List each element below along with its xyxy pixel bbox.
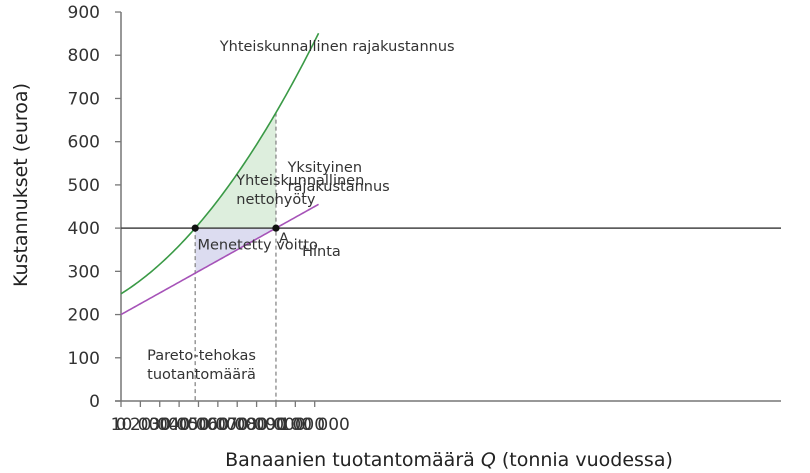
annotation-line: A (279, 231, 289, 247)
annotation-line: Menetetty voitto (198, 238, 319, 254)
annotations: Yhteiskunnallinen rajakustannusYksityine… (147, 39, 454, 383)
annotation: Menetetty voitto (198, 238, 319, 254)
x-tick-label: 80 000 (246, 415, 305, 435)
intersection-points (191, 224, 280, 232)
annotation-line: rajakustannus (288, 179, 390, 195)
y-tick-label: 600 (68, 133, 100, 153)
y-tick-label: 0 (89, 392, 100, 412)
y-tick-label: 200 (68, 306, 100, 326)
annotation: A (279, 231, 289, 247)
annotation: Yksityinen rajakustannus (287, 160, 390, 195)
x-tick-label: 40 000 (169, 415, 228, 435)
annotation-line: Yhteiskunnallinen (235, 173, 364, 189)
y-tick-label: 800 (68, 46, 100, 66)
annotation-line: tuotantomäärä (147, 367, 256, 383)
x-tick-label: 50 000 (188, 415, 247, 435)
x-tick-label: 0 (116, 415, 127, 435)
y-tick-label: 400 (68, 219, 100, 239)
x-tick-label: 30 000 (149, 415, 208, 435)
annotation-line: Hinta (302, 244, 341, 260)
y-tick-label: 900 (68, 3, 100, 23)
dashed-reference-lines (194, 112, 277, 401)
x-tick-label: 90 000 (266, 415, 325, 435)
social-net-benefit-area (195, 112, 276, 229)
annotation: Yhteiskunnallinen rajakustannus (219, 39, 455, 55)
y-tick-label: 700 (68, 89, 100, 109)
annotation-line: nettohyöty (236, 192, 316, 208)
x-tick-label: 100 000 (280, 415, 350, 435)
y-tick-label: 500 (68, 176, 100, 196)
y-axis-title: Kustannukset (euroa) (10, 83, 32, 287)
x-tick-label: 70 000 (227, 415, 286, 435)
intersection-point (191, 224, 199, 232)
annotation: Yhteiskunnallinen nettohyöty (235, 173, 364, 208)
x-tick-label: 20 000 (130, 415, 189, 435)
annotation: Hinta (302, 244, 341, 260)
x-tick-label: 10 000 (111, 415, 170, 435)
y-tick-label: 300 (68, 262, 100, 282)
annotation-line: Pareto-tehokas (147, 348, 256, 364)
private-marginal-cost-curve (120, 203, 319, 316)
intersection-point (272, 224, 280, 232)
x-tick-label: 60 000 (207, 415, 266, 435)
curves (120, 32, 781, 316)
x-axis-title: Banaanien tuotantomäärä Q (tonnia vuodes… (225, 449, 673, 471)
y-tick-label: 100 (68, 349, 100, 369)
annotation-line: Yksityinen (287, 160, 362, 176)
social-marginal-cost-curve (120, 32, 320, 295)
annotation: Pareto-tehokas tuotantomäärä (147, 348, 256, 383)
annotation-line: Yhteiskunnallinen rajakustannus (219, 39, 455, 55)
